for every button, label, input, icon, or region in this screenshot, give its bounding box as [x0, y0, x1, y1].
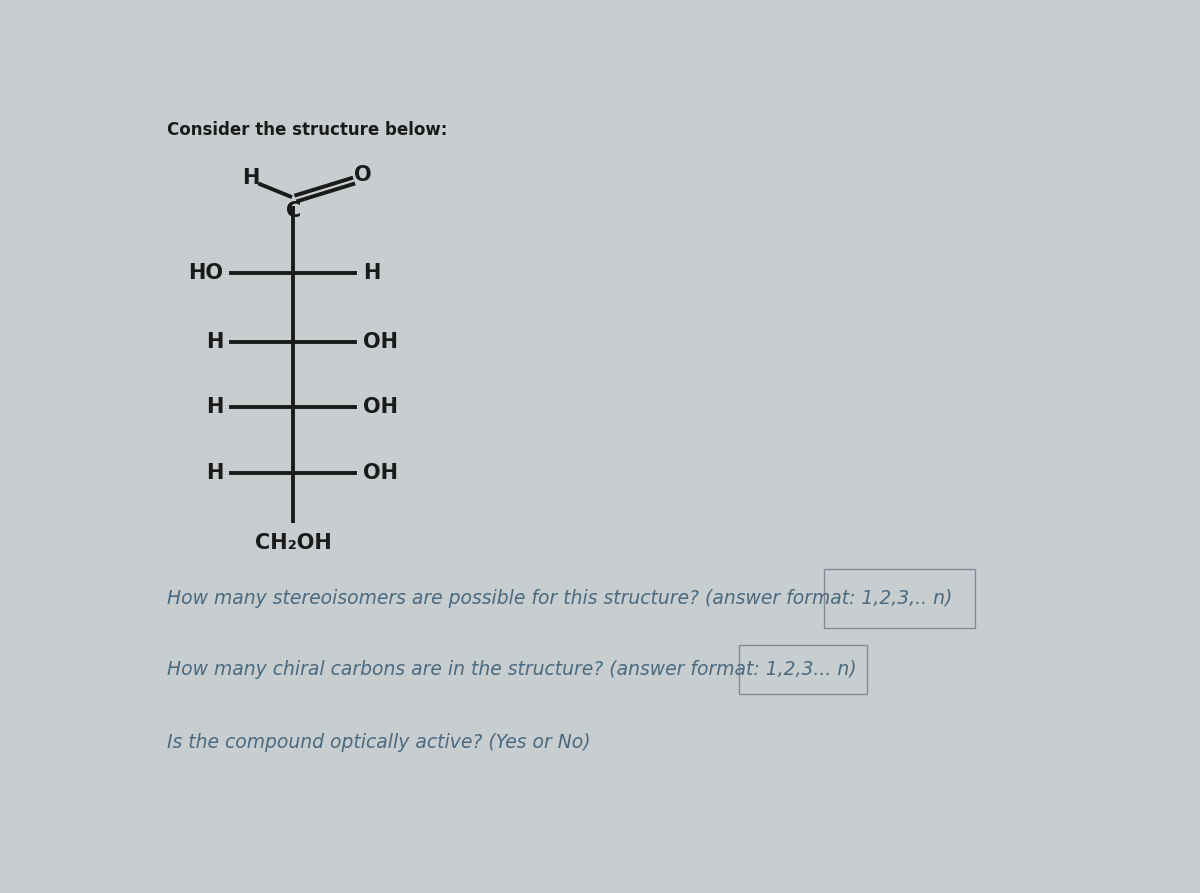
Text: Consider the structure below:: Consider the structure below:	[167, 121, 448, 139]
Text: HO: HO	[188, 263, 223, 283]
Text: H: H	[206, 463, 223, 483]
Text: H: H	[206, 397, 223, 417]
Text: O: O	[354, 165, 372, 185]
Text: H: H	[242, 168, 259, 188]
Text: Is the compound optically active? (Yes or No): Is the compound optically active? (Yes o…	[167, 733, 590, 752]
Text: CH₂OH: CH₂OH	[256, 533, 331, 553]
Text: How many stereoisomers are possible for this structure? (answer format: 1,2,3,..: How many stereoisomers are possible for …	[167, 588, 953, 608]
Text: OH: OH	[364, 397, 398, 417]
Text: OH: OH	[364, 332, 398, 352]
Bar	[824, 569, 976, 628]
Bar	[739, 645, 866, 694]
Text: H: H	[364, 263, 380, 283]
Text: OH: OH	[364, 463, 398, 483]
Text: C: C	[286, 201, 301, 221]
Text: How many chiral carbons are in the structure? (answer format: 1,2,3... n): How many chiral carbons are in the struc…	[167, 660, 857, 679]
Text: H: H	[206, 332, 223, 352]
